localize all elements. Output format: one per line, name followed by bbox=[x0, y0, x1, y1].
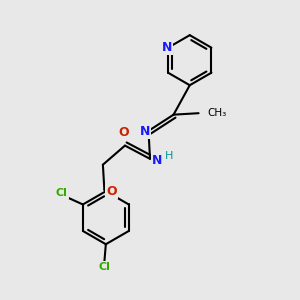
Text: Cl: Cl bbox=[98, 262, 110, 272]
Text: Cl: Cl bbox=[56, 188, 68, 198]
Text: H: H bbox=[165, 151, 173, 161]
Text: O: O bbox=[118, 126, 129, 139]
Text: CH₃: CH₃ bbox=[207, 108, 227, 118]
Text: N: N bbox=[161, 40, 172, 54]
Text: O: O bbox=[106, 185, 117, 198]
Text: N: N bbox=[152, 154, 163, 167]
Text: N: N bbox=[140, 125, 150, 138]
